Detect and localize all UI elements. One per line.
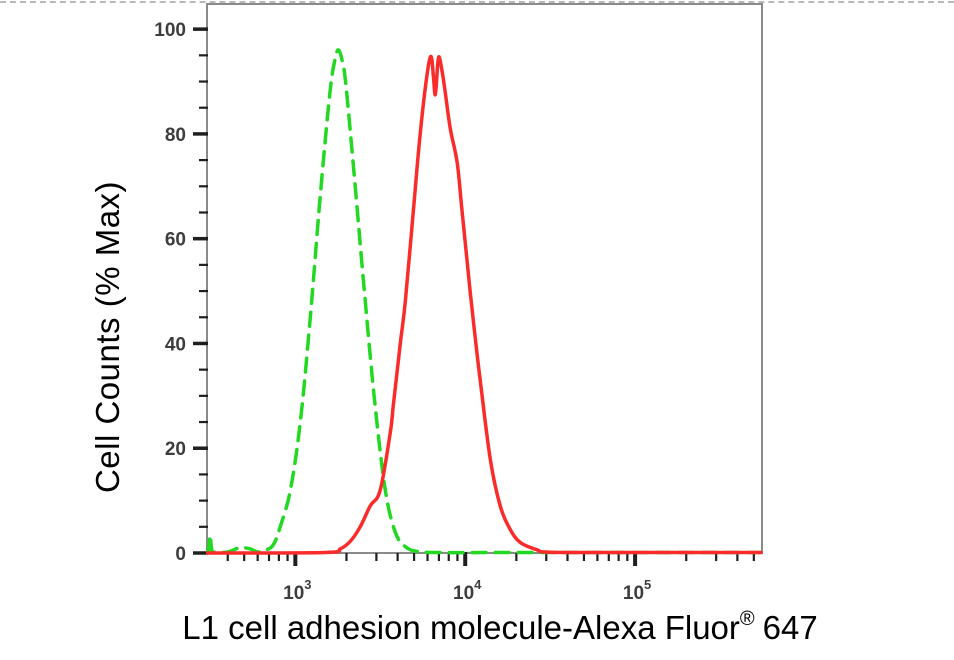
green-dashed-curve [205, 48, 763, 555]
x-axis-title: L1 cell adhesion molecule-Alexa Fluor® 64… [46, 608, 954, 647]
y-axis: 0 20 40 60 80 100 [154, 20, 208, 565]
y-tick-label: 0 [175, 544, 186, 565]
y-tick-label: 80 [165, 125, 186, 146]
x-tick-label: 104 [453, 577, 482, 604]
plot-frame [206, 3, 763, 554]
registered-trademark-symbol: ® [739, 608, 755, 630]
series-curves [205, 48, 763, 555]
x-axis-title-suffix: 647 [762, 609, 818, 646]
y-tick-label: 20 [165, 439, 186, 460]
red-solid-curve [205, 54, 763, 555]
x-tick-label: 105 [623, 577, 651, 604]
image-top-dashed-border [0, 1, 954, 3]
y-tick-label: 40 [165, 334, 186, 355]
x-tick-exponent: 4 [474, 577, 482, 592]
y-tick-label: 100 [154, 20, 186, 41]
x-axis-title-text: L1 cell adhesion molecule-Alexa Fluor [182, 609, 740, 646]
plot-border [206, 3, 763, 554]
y-tick-label: 60 [165, 230, 186, 251]
x-tick-exponent: 3 [304, 577, 311, 592]
x-axis: 103 104 105 [226, 552, 755, 604]
x-tick-label: 103 [283, 577, 311, 604]
x-tick-exponent: 5 [644, 577, 651, 592]
